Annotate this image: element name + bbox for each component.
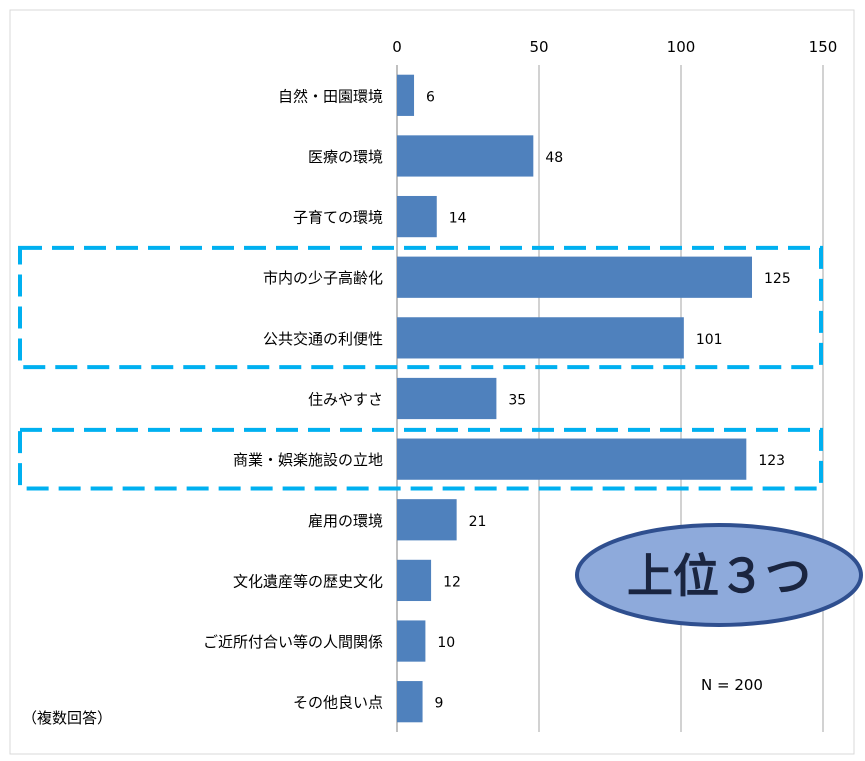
category-label-1: 医療の環境 bbox=[308, 148, 383, 166]
data-label-6: 123 bbox=[758, 453, 785, 469]
category-label-2: 子育ての環境 bbox=[293, 209, 383, 227]
data-label-4: 101 bbox=[696, 332, 723, 348]
data-label-1: 48 bbox=[545, 150, 563, 166]
data-label-10: 9 bbox=[435, 696, 444, 712]
highlight-boxes bbox=[18, 245, 823, 491]
bar-2 bbox=[397, 195, 437, 238]
bar-6 bbox=[397, 438, 747, 480]
bar-8 bbox=[397, 559, 432, 602]
callout-top-three: 上位３つ bbox=[575, 523, 863, 627]
bar-1 bbox=[397, 135, 534, 177]
note-left: （複数回答） bbox=[22, 709, 112, 727]
bar-7 bbox=[397, 499, 457, 541]
bar-10 bbox=[397, 681, 423, 723]
category-label-10: その他良い点 bbox=[293, 694, 383, 712]
category-labels: 自然・田園環境医療の環境子育ての環境市内の少子高齢化公共交通の利便性住みやすさ商… bbox=[203, 87, 383, 711]
bars bbox=[397, 74, 752, 723]
x-axis-ticks: 0 50 100 150 bbox=[392, 38, 837, 56]
category-label-6: 商業・娯楽施設の立地 bbox=[233, 451, 383, 469]
bar-4 bbox=[397, 317, 684, 359]
callout-ellipse bbox=[575, 523, 863, 627]
data-label-5: 35 bbox=[508, 393, 526, 409]
category-label-5: 住みやすさ bbox=[308, 391, 383, 409]
category-label-8: 文化遺産等の歴史文化 bbox=[233, 572, 383, 590]
bar-5 bbox=[397, 377, 497, 420]
highlight-box-0 bbox=[18, 245, 823, 370]
bar-9 bbox=[397, 620, 426, 662]
data-label-0: 6 bbox=[426, 89, 435, 105]
category-label-9: ご近所付合い等の人間関係 bbox=[203, 633, 383, 651]
data-label-2: 14 bbox=[449, 211, 467, 227]
data-labels: 6 48 14 125 101 35 123 21 12 10 9 bbox=[426, 89, 791, 711]
callout-text: 上位３つ bbox=[627, 549, 811, 603]
data-label-3: 125 bbox=[764, 271, 791, 287]
tick-label-150: 150 bbox=[809, 38, 838, 56]
bar-3 bbox=[397, 256, 752, 298]
category-label-7: 雇用の環境 bbox=[308, 512, 383, 530]
data-label-7: 21 bbox=[469, 514, 487, 530]
category-label-4: 公共交通の利便性 bbox=[263, 330, 383, 348]
highlight-box-1 bbox=[18, 427, 823, 491]
tick-label-100: 100 bbox=[667, 38, 696, 56]
data-label-9: 10 bbox=[437, 635, 455, 651]
bar-0 bbox=[397, 74, 415, 116]
tick-label-50: 50 bbox=[529, 38, 548, 56]
category-label-0: 自然・田園環境 bbox=[278, 87, 383, 105]
tick-label-0: 0 bbox=[392, 38, 402, 56]
data-label-8: 12 bbox=[443, 574, 461, 590]
sample-size: N = 200 bbox=[701, 676, 763, 694]
category-label-3: 市内の少子高齢化 bbox=[263, 269, 383, 287]
